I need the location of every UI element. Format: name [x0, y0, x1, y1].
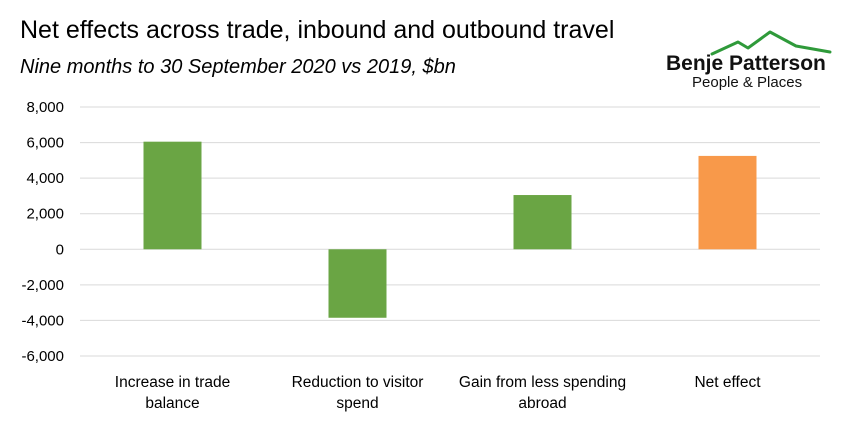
- y-tick-label: 0: [56, 241, 64, 258]
- logo-tagline: People & Places: [692, 74, 803, 91]
- x-tick-label: abroad: [518, 395, 566, 412]
- bar: [328, 249, 387, 318]
- bar: [143, 141, 202, 250]
- chart-subtitle: Nine months to 30 September 2020 vs 2019…: [20, 56, 456, 78]
- x-tick-label: spend: [336, 395, 378, 412]
- x-tick-label: balance: [145, 395, 199, 412]
- logo-name: Benje Patterson: [666, 52, 826, 75]
- y-tick-label: -4,000: [21, 312, 64, 329]
- bar: [513, 195, 572, 250]
- x-tick-label: Increase in trade: [115, 374, 230, 391]
- y-axis-labels: 8,000 6,000 4,000 2,000 0 -2,000 -4,000 -6,000: [21, 99, 64, 365]
- y-tick-label: 4,000: [26, 170, 64, 187]
- brand-logo: Benje Patterson People & Places: [660, 28, 836, 94]
- chart-title: Net effects across trade, inbound and ou…: [20, 16, 615, 44]
- x-tick-label: Net effect: [694, 374, 761, 391]
- x-axis-labels: Increase in trade balance Reduction to vis…: [115, 374, 761, 412]
- y-tick-label: 8,000: [26, 99, 64, 116]
- y-tick-label: 2,000: [26, 206, 64, 223]
- y-tick-label: 6,000: [26, 135, 64, 152]
- mountain-logo-icon: [710, 30, 832, 56]
- y-tick-label: -6,000: [21, 348, 64, 365]
- bars: [143, 141, 757, 318]
- x-tick-label: Reduction to visitor: [292, 374, 424, 391]
- gridlines: [80, 106, 820, 357]
- x-tick-label: Gain from less spending: [459, 374, 626, 391]
- bar: [698, 155, 757, 250]
- y-tick-label: -2,000: [21, 277, 64, 294]
